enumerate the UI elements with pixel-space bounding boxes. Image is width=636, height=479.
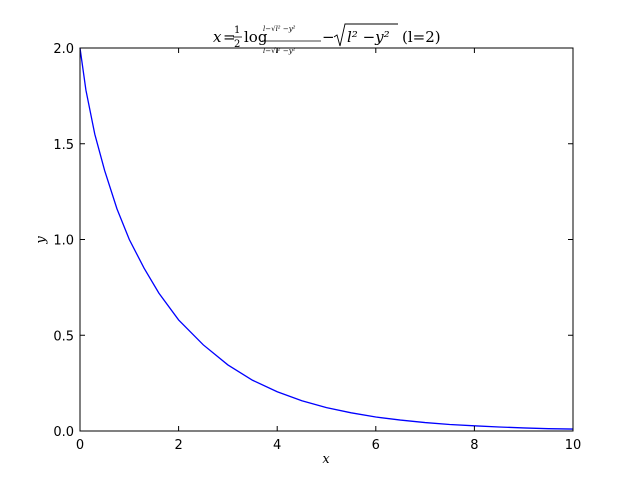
x-tick-label: 2 (174, 438, 182, 453)
plot-frame (79, 47, 574, 432)
title-half-numerator: 1 (234, 25, 240, 36)
x-axis-label: x (322, 452, 330, 467)
y-axis-label: y (34, 236, 49, 245)
series-line-0 (79, 47, 574, 430)
x-tick-label: 4 (273, 438, 281, 453)
title-sqrt-sign (333, 23, 398, 47)
y-tick-label: 2.0 (53, 42, 74, 57)
title-lhs: x (213, 28, 222, 46)
title-sqrt-term: l² −y² (347, 28, 390, 46)
x-tick-label: 8 (470, 438, 478, 453)
title-log-numerator: l−√l² −y² (263, 25, 296, 33)
x-tick-label: 6 (372, 438, 380, 453)
title-minus: − (322, 28, 335, 46)
x-axis-ticks: 0 2 4 6 8 10 (76, 48, 581, 453)
title-log-denominator: l−√l² −y² (263, 47, 296, 55)
y-tick-label: 1.5 (53, 138, 74, 153)
chart-title: x = 1 2 log l−√l² −y² l−√l² −y² − l² −y²… (213, 23, 441, 55)
y-tick-label: 0.5 (53, 329, 74, 344)
title-equals: = (223, 28, 236, 46)
title-log: log (244, 28, 268, 46)
x-tick-label: 10 (565, 438, 582, 453)
x-tick-label: 0 (76, 438, 84, 453)
y-tick-label: 1.0 (53, 234, 74, 249)
y-axis-ticks: 0.0 0.5 1.0 1.5 2.0 (53, 42, 573, 440)
title-half-denominator: 2 (234, 39, 240, 50)
series-layer (79, 47, 574, 430)
title-param: (l=2) (402, 28, 441, 46)
y-tick-label: 0.0 (53, 425, 74, 440)
